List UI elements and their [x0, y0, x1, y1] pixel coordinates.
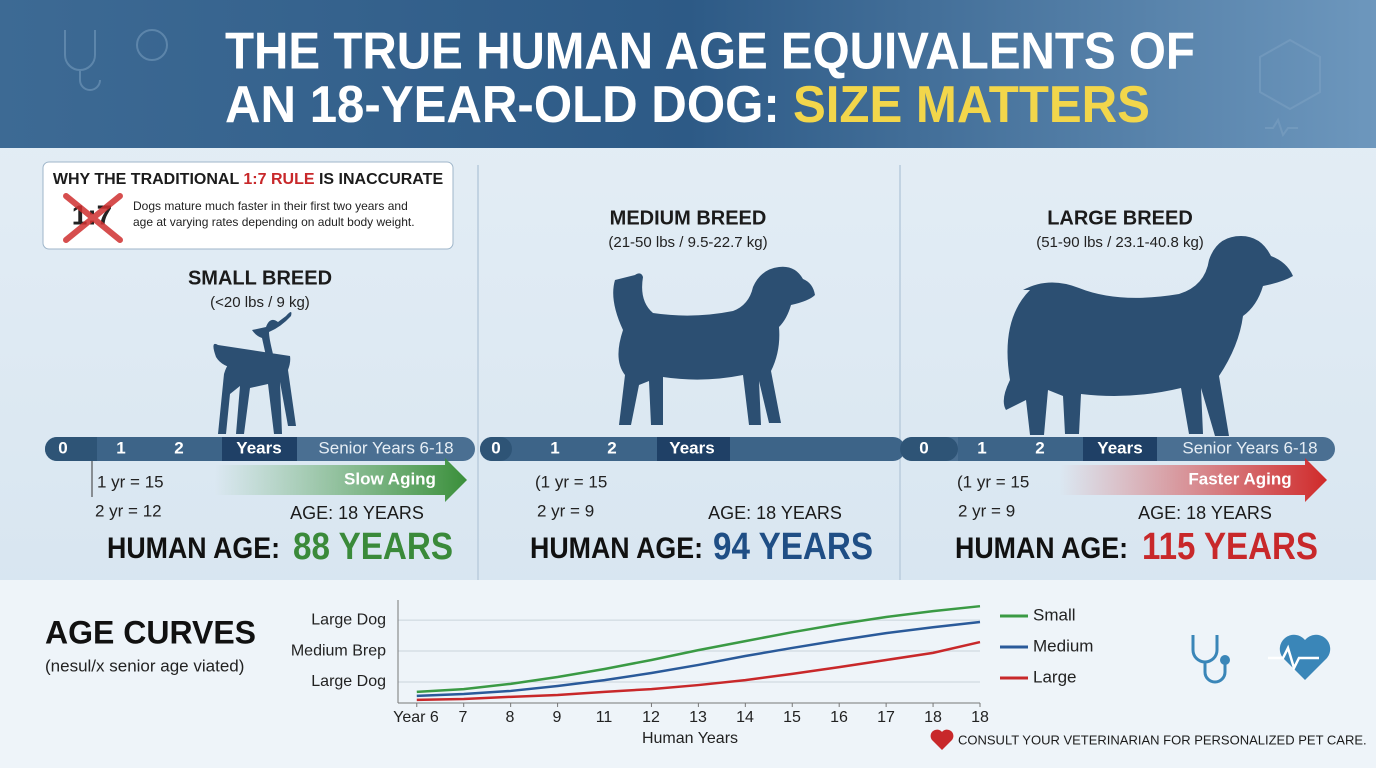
timeline-segment	[97, 437, 222, 461]
age-note: 2 yr = 9	[537, 501, 594, 520]
timeline-label: 1	[550, 438, 559, 457]
callout-title-end: IS INACCURATE	[319, 171, 443, 188]
age-note: 2 yr = 12	[95, 501, 162, 520]
x-tick-label: 15	[783, 709, 801, 726]
header-icons	[64, 29, 1321, 138]
title-highlight: SIZE MATTERS	[793, 76, 1150, 134]
dog-silhouettes	[213, 236, 1293, 436]
x-tick-label: 12	[642, 709, 660, 726]
breed-weight: (21-50 lbs / 9.5-22.7 kg)	[608, 234, 767, 251]
x-tick-label: 17	[877, 709, 895, 726]
age-text: AGE: 18 YEARS	[708, 503, 842, 523]
series-line	[416, 640, 981, 702]
callout-title: WHY THE TRADITIONAL 1:7 RULE IS INACCURA…	[53, 171, 444, 188]
age-note: 2 yr = 9	[958, 501, 1015, 520]
trend-label: Slow Aging	[344, 469, 436, 488]
x-tick-label: Year 6	[393, 709, 439, 726]
breed-name: LARGE BREED	[1047, 207, 1193, 229]
bottom-icons	[930, 634, 1331, 750]
timeline-label: 0	[58, 438, 67, 457]
x-axis-label: Human Years	[642, 730, 738, 747]
y-tick-label: Medium Brep	[291, 642, 386, 659]
series-line	[416, 604, 981, 694]
age-text: AGE: 18 YEARS	[1138, 503, 1272, 523]
breed-name: MEDIUM BREED	[610, 207, 767, 229]
human-age-value: 94 YEARS	[713, 526, 873, 568]
breed-weight: (<20 lbs / 9 kg)	[210, 294, 310, 311]
footer-text: CONSULT YOUR VETERINARIAN FOR PERSONALIZ…	[958, 732, 1367, 747]
trend-arrow	[1060, 458, 1327, 502]
human-age-label: HUMAN AGE:	[530, 532, 703, 565]
x-tick-label: 16	[830, 709, 848, 726]
human-age-label: HUMAN AGE:	[107, 532, 280, 565]
legend-label: Medium	[1033, 636, 1093, 655]
x-tick-label: 8	[506, 709, 515, 726]
age-note: (1 yr = 15	[535, 472, 607, 491]
human-age-label: HUMAN AGE:	[955, 532, 1128, 565]
age-note: 1 yr = 15	[97, 472, 164, 491]
x-tick-label: 7	[459, 709, 468, 726]
timeline-label: 0	[919, 438, 928, 457]
x-tick-label: 18	[924, 709, 942, 726]
timeline-segment	[657, 437, 730, 461]
legend-label: Large	[1033, 667, 1076, 686]
timeline-label: 2	[174, 438, 183, 457]
header-band	[0, 0, 1376, 148]
callout-rule: 1:7 RULE	[243, 171, 314, 188]
y-tick-label: Large Dog	[311, 611, 386, 628]
callout-text: age at varying rates depending on adult …	[133, 215, 415, 229]
small-dog	[213, 312, 296, 434]
trend-arrow	[215, 458, 467, 502]
chart-subtitle: (nesul/x senior age viated)	[45, 656, 244, 675]
chart-title: AGE CURVES	[45, 614, 256, 650]
breed-name: SMALL BREED	[188, 267, 332, 289]
medium-dog	[613, 266, 815, 425]
title-line1: THE TRUE HUMAN AGE EQUIVALENTS OF	[225, 23, 1195, 81]
trend-label: Faster Aging	[1188, 469, 1291, 488]
timeline-segment	[222, 437, 297, 461]
age-note: (1 yr = 15	[957, 472, 1029, 491]
timeline-label: 2	[607, 438, 616, 457]
y-tick-label: Large Dog	[311, 673, 386, 690]
timeline-segment	[1083, 437, 1157, 461]
timeline-segment	[958, 437, 1083, 461]
timeline-label: Senior Years 6-18	[1182, 438, 1317, 457]
breed-weight: (51-90 lbs / 23.1-40.8 kg)	[1036, 234, 1204, 251]
x-tick-label: 11	[596, 709, 613, 726]
timeline-label: 1	[116, 438, 125, 457]
large-dog	[1003, 236, 1293, 436]
timeline-label: Years	[236, 438, 281, 457]
x-tick-label: 14	[736, 709, 754, 726]
series-line	[416, 620, 981, 698]
timeline-label: 0	[491, 438, 500, 457]
title-text: AN 18-YEAR-OLD DOG:	[225, 76, 780, 134]
timeline-label: Years	[1097, 438, 1142, 457]
x-tick-label: 13	[689, 709, 707, 726]
age-text: AGE: 18 YEARS	[290, 503, 424, 523]
callout-text: Dogs mature much faster in their first t…	[133, 199, 408, 213]
title-line2: AN 18-YEAR-OLD DOG:SIZE MATTERS	[225, 76, 1150, 134]
human-age-value: 88 YEARS	[293, 526, 453, 568]
timeline-label: Senior Years 6-18	[318, 438, 453, 457]
timeline-segment	[480, 437, 512, 461]
bottom-band	[0, 580, 1376, 768]
timeline-label: 2	[1035, 438, 1044, 457]
cross-icon	[63, 193, 123, 243]
callout-title-start: WHY THE TRADITIONAL	[53, 171, 240, 188]
timeline-label: Years	[669, 438, 714, 457]
callout-box	[42, 161, 454, 250]
x-tick-label: 18	[971, 709, 989, 726]
timeline-label: 1	[977, 438, 986, 457]
human-age-value: 115 YEARS	[1142, 526, 1318, 568]
legend-label: Small	[1033, 605, 1076, 624]
x-tick-label: 9	[553, 709, 562, 726]
timeline-segment	[900, 437, 958, 461]
